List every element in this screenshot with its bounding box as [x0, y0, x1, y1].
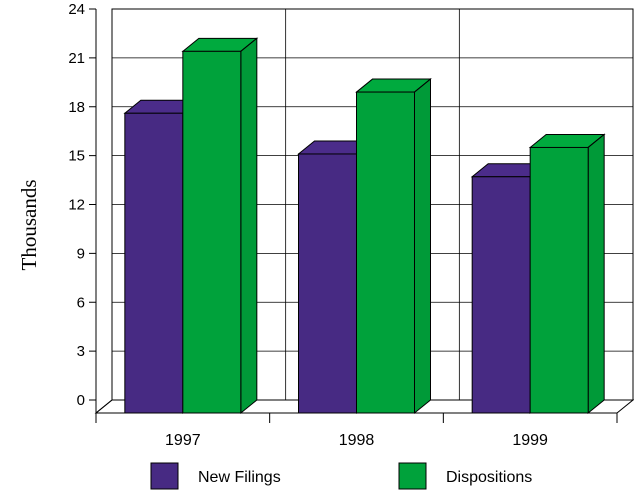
y-tick-label: 3	[77, 343, 85, 360]
y-tick-label: 24	[68, 1, 85, 18]
y-tick-label: 6	[77, 294, 85, 311]
legend-swatch	[398, 462, 427, 490]
x-tick-label: 1998	[339, 432, 375, 449]
axes: 0 3 6 9 12 15 18 21 24 1997 1998 1999	[68, 1, 618, 449]
bar-1998-dispositions	[355, 78, 432, 415]
y-tick-label: 21	[68, 50, 85, 67]
bar-1999-dispositions	[528, 133, 606, 415]
legend-label: Dispositions	[446, 469, 532, 486]
y-axis-title: Thousands	[17, 180, 41, 271]
legend-swatch	[150, 462, 179, 490]
y-tick-label: 9	[77, 245, 85, 262]
x-tick-label: 1997	[165, 432, 201, 449]
legend-item-new-filings: New Filings	[150, 462, 281, 490]
bars	[123, 37, 606, 415]
legend: New Filings Dispositions	[150, 462, 532, 490]
legend-label: New Filings	[198, 469, 281, 486]
x-tick-label: 1999	[512, 432, 548, 449]
legend-item-dispositions: Dispositions	[398, 462, 532, 490]
y-tick-label: 0	[77, 392, 85, 409]
y-tick-label: 12	[68, 197, 85, 214]
side-wall-edge	[95, 399, 113, 414]
y-tick-label: 18	[68, 99, 85, 116]
y-tick-label: 15	[68, 148, 85, 165]
bar-1997-dispositions	[181, 37, 259, 415]
